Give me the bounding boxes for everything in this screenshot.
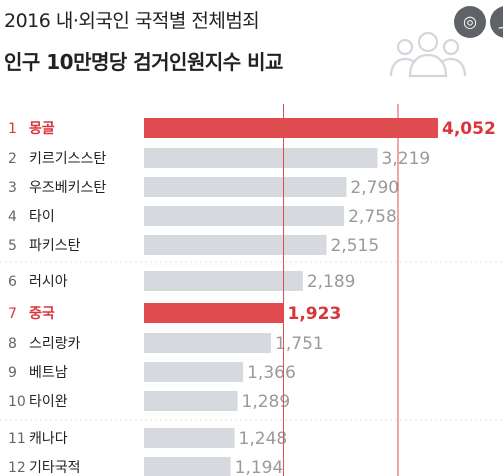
chart-title-line-1: 2016 내·외국인 국적별 전체범죄: [4, 10, 260, 32]
google-lens-icon[interactable]: ◎: [454, 6, 486, 38]
bar-row: 1 몽골 4,052: [8, 118, 496, 139]
bar: [144, 391, 238, 411]
bar-row: 4 타이 2,758: [8, 206, 397, 227]
bar: [144, 271, 303, 291]
value-label: 2,189: [307, 272, 356, 292]
category-label: 베트남: [29, 365, 68, 381]
bar-row: 6 러시아 2,189: [8, 271, 355, 292]
bar-row: 11 캐나다 1,248: [8, 428, 287, 449]
bar-row: 12 기타국적 1,194: [8, 457, 283, 476]
share-icon[interactable]: ⤴: [490, 6, 503, 38]
bar: [144, 118, 438, 138]
value-label: 4,052: [442, 119, 496, 139]
bar: [144, 303, 284, 323]
category-label: 중국: [29, 306, 55, 322]
rank-label: 9: [8, 365, 17, 381]
value-label: 1,751: [275, 334, 324, 354]
rank-label: 1: [8, 121, 17, 137]
rank-label: 10: [8, 394, 26, 410]
value-label: 3,219: [382, 149, 431, 169]
bar: [144, 206, 345, 226]
category-label: 키르기스스탄: [29, 151, 106, 167]
bar: [144, 177, 347, 197]
category-label: 우즈베키스탄: [29, 180, 106, 196]
value-label: 1,194: [235, 458, 284, 476]
category-label: 타이완: [29, 394, 68, 410]
rank-label: 5: [8, 238, 17, 254]
rank-label: 11: [8, 431, 26, 447]
bar: [144, 333, 272, 353]
bar-row: 3 우즈베키스탄 2,790: [8, 177, 399, 198]
value-label: 2,758: [348, 207, 397, 227]
bar-row: 7 중국 1,923: [8, 303, 341, 324]
rank-label: 2: [8, 151, 17, 167]
rank-label: 7: [8, 306, 17, 322]
rank-label: 3: [8, 180, 17, 196]
bar: [144, 362, 244, 382]
category-label: 스리랑카: [29, 336, 81, 352]
value-label: 1,923: [288, 304, 342, 324]
value-label: 1,248: [239, 429, 288, 449]
bar: [144, 235, 327, 255]
category-label: 몽골: [29, 121, 55, 137]
category-label: 기타국적: [29, 460, 81, 476]
bar: [144, 457, 231, 476]
bar-row: 2 키르기스스탄 3,219: [8, 148, 430, 169]
bar: [144, 428, 235, 448]
rank-label: 12: [8, 460, 26, 476]
bar-row: 10 타이완 1,289: [8, 391, 290, 412]
value-label: 2,515: [330, 236, 379, 256]
rank-label: 8: [8, 336, 17, 352]
rank-label: 6: [8, 274, 17, 290]
bar: [144, 148, 378, 168]
chart-title-line-2: 인구 10만명당 검거인원지수 비교: [4, 50, 283, 74]
bar-row: 9 베트남 1,366: [8, 362, 296, 383]
value-label: 1,366: [247, 363, 296, 383]
category-label: 캐나다: [29, 431, 68, 447]
people-group-icon: [389, 31, 467, 78]
category-label: 러시아: [29, 274, 68, 290]
rank-label: 4: [8, 209, 17, 225]
bar-row: 5 파키스탄 2,515: [8, 235, 379, 256]
category-label: 타이: [29, 209, 55, 225]
value-label: 1,289: [242, 392, 291, 412]
bar-row: 8 스리랑카 1,751: [8, 333, 324, 354]
value-label: 2,790: [350, 178, 399, 198]
category-label: 파키스탄: [29, 238, 81, 254]
